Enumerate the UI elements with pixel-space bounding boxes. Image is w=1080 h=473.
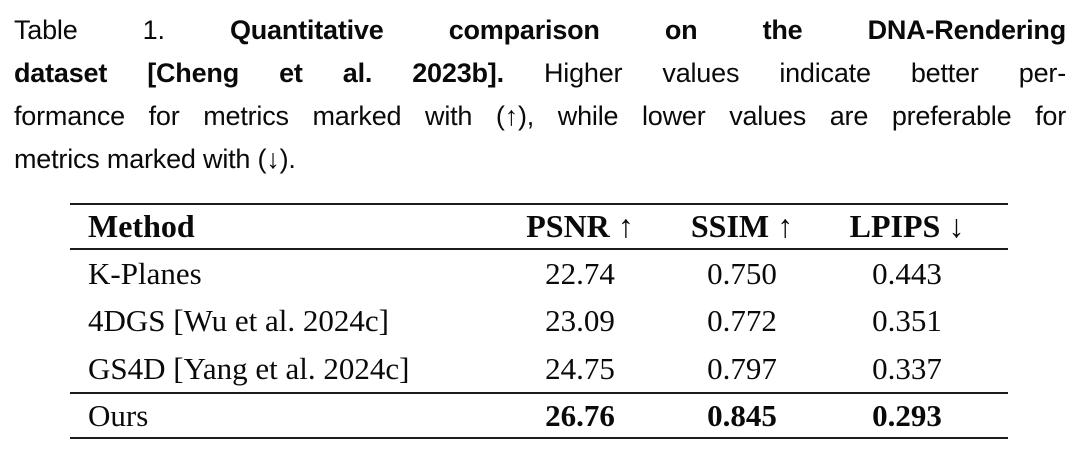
table-row-ours: Ours 26.76 0.845 0.293 — [70, 393, 1008, 438]
table-caption: Table 1. Quantitative comparison on the … — [14, 9, 1066, 181]
caption-title-bold-cont: dataset [Cheng et al. 2023b]. — [14, 58, 504, 88]
table-body: K-Planes 22.74 0.750 0.443 4DGS [Wu et a… — [70, 249, 1008, 438]
table-header: Method PSNR ↑ SSIM ↑ LPIPS ↓ — [70, 204, 1008, 249]
header-lpips: LPIPS ↓ — [849, 208, 965, 244]
cell-psnr: 23.09 — [545, 303, 615, 338]
caption-line-4: metrics marked with (↓). — [14, 144, 296, 174]
cell-ssim: 0.772 — [707, 303, 777, 338]
caption-line-3: formance for metrics marked with (↑), wh… — [14, 101, 1066, 131]
cell-psnr: 22.74 — [545, 255, 615, 291]
results-table: Method PSNR ↑ SSIM ↑ LPIPS ↓ K-Planes 22… — [70, 203, 1008, 439]
table-row: 4DGS [Wu et al. 2024c] 23.09 0.772 0.351 — [70, 297, 1008, 345]
caption-table-number: Table 1. — [14, 15, 165, 45]
caption-body-text: Higher values indicate better per- — [543, 58, 1066, 88]
results-table-container: Method PSNR ↑ SSIM ↑ LPIPS ↓ K-Planes 22… — [70, 203, 1008, 439]
caption-line-2: dataset [Cheng et al. 2023b]. Higher val… — [14, 52, 1066, 95]
header-method: Method — [88, 208, 195, 244]
cell-method: Ours — [88, 397, 149, 433]
cell-ssim: 0.750 — [707, 255, 777, 291]
cell-ssim: 0.845 — [707, 397, 777, 433]
cell-lpips: 0.351 — [872, 303, 942, 338]
cell-lpips: 0.293 — [872, 397, 942, 433]
table-row: K-Planes 22.74 0.750 0.443 — [70, 249, 1008, 297]
cell-psnr: 24.75 — [545, 350, 615, 386]
cell-method: GS4D [Yang et al. 2024c] — [88, 350, 410, 386]
cell-psnr: 26.76 — [545, 397, 615, 433]
header-psnr: PSNR ↑ — [526, 208, 634, 244]
cell-ssim: 0.797 — [707, 350, 777, 386]
table-row: GS4D [Yang et al. 2024c] 24.75 0.797 0.3… — [70, 345, 1008, 393]
caption-line-1: Table 1. Quantitative comparison on the … — [14, 9, 1066, 52]
cell-method: 4DGS [Wu et al. 2024c] — [88, 303, 389, 338]
cell-lpips: 0.337 — [872, 350, 942, 386]
caption-title-bold: Quantitative comparison on the DNA-Rende… — [229, 15, 1066, 45]
cell-method: K-Planes — [88, 255, 202, 291]
cell-lpips: 0.443 — [872, 255, 942, 291]
header-row: Method PSNR ↑ SSIM ↑ LPIPS ↓ — [70, 204, 1008, 249]
header-ssim: SSIM ↑ — [690, 208, 794, 244]
